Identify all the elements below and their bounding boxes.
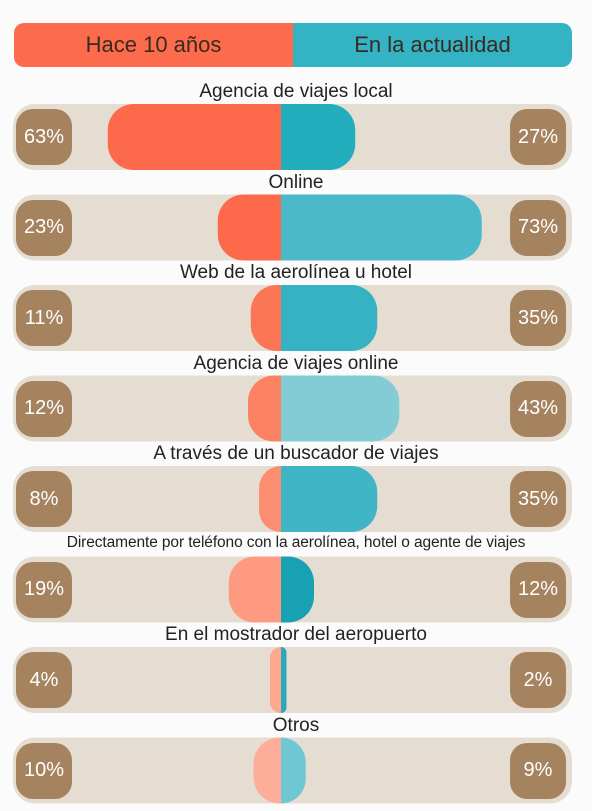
value-label-hace-10-anos: 4% [16,652,72,708]
bar-en-la-actualidad [281,375,400,442]
value-label-en-la-actualidad: 35% [510,471,566,527]
value-label-hace-10-anos: 12% [16,380,72,437]
value-label-en-la-actualidad: 12% [510,561,566,618]
value-label-en-la-actualidad: 9% [510,742,566,799]
bar-en-la-actualidad [281,647,287,713]
value-label-hace-10-anos: 23% [16,199,72,256]
bar-en-la-actualidad [281,556,314,623]
category-label: A través de un buscador de viajes [153,443,439,464]
value-label-en-la-actualidad: 2% [510,652,566,708]
value-label-en-la-actualidad: 27% [510,109,566,165]
category-label: En el mostrador del aeropuerto [165,624,427,645]
value-label-hace-10-anos: 19% [16,561,72,618]
category-label: Otros [272,714,320,736]
bar-hace-10-anos [253,737,281,804]
category-label: Agencia de viajes online [193,352,399,374]
value-label-hace-10-anos: 63% [16,109,72,165]
value-label-hace-10-anos: 8% [16,471,72,527]
category-label: Online [268,171,324,193]
bar-en-la-actualidad [281,104,356,170]
bar-en-la-actualidad [281,194,482,261]
value-label-hace-10-anos: 11% [16,290,72,346]
legend-item-hace-10-anos: Hace 10 años [14,23,293,67]
row-track [13,647,572,713]
legend-item-en-la-actualidad: En la actualidad [293,23,572,67]
bar-en-la-actualidad [281,737,306,804]
bar-hace-10-anos [270,647,281,713]
category-label: Agencia de viajes local [199,81,393,102]
category-label: Web de la aerolínea u hotel [179,262,413,283]
category-label: Directamente por teléfono con la aerolín… [66,533,526,551]
bar-hace-10-anos [248,375,281,442]
bar-hace-10-anos [250,285,281,351]
bar-hace-10-anos [259,466,281,532]
bar-hace-10-anos [217,194,281,261]
value-label-en-la-actualidad: 35% [510,290,566,346]
bar-en-la-actualidad [281,466,378,532]
value-label-en-la-actualidad: 43% [510,380,566,437]
bar-hace-10-anos [107,104,281,170]
bar-en-la-actualidad [281,285,378,351]
value-label-en-la-actualidad: 73% [510,199,566,256]
value-label-hace-10-anos: 10% [16,742,72,799]
chart-legend: Hace 10 años En la actualidad [14,23,572,67]
bar-hace-10-anos [228,556,281,623]
